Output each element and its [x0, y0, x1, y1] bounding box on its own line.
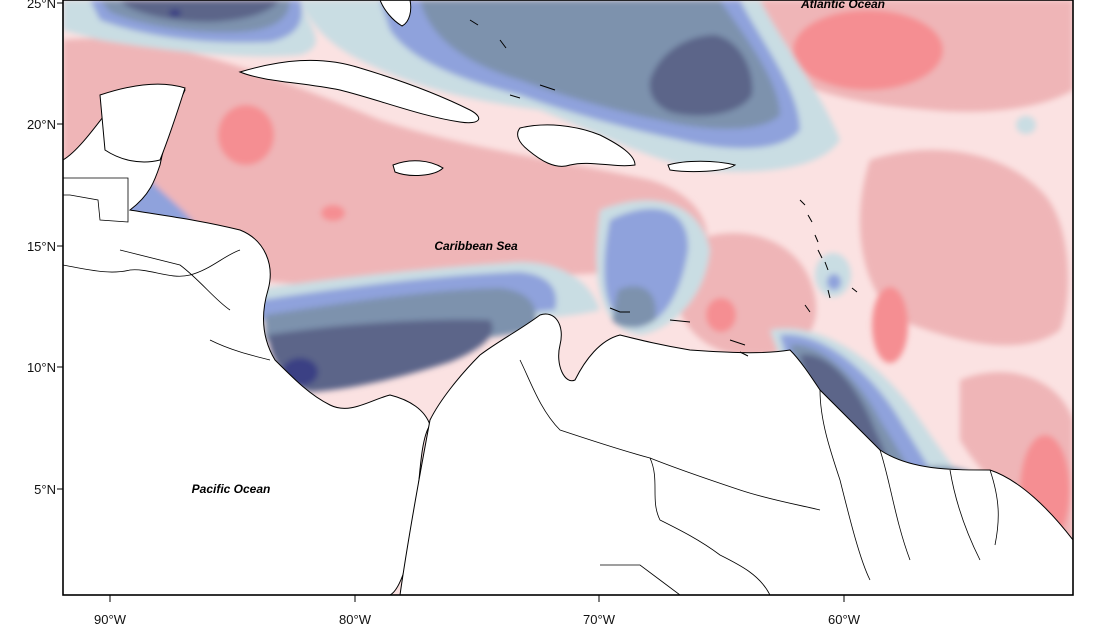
latitude-axis: 25°N 20°N 15°N 10°N 5°N [27, 0, 63, 497]
pink-atlantic-east [860, 150, 1069, 346]
slate-mid [612, 286, 656, 328]
land-central-america [63, 85, 431, 595]
darkslate-coast [268, 319, 493, 392]
land-jamaica [392, 160, 444, 176]
lat-label-25n: 25°N [27, 0, 56, 11]
longitude-axis: 90°W 80°W 70°W 60°W [94, 595, 861, 627]
plot-area [63, 0, 1073, 595]
salmon-venezuela [706, 298, 736, 332]
paleblue-dot [1016, 116, 1036, 134]
lesser-antilles [469, 19, 858, 357]
label-atlantic-ocean: Atlantic Ocean [800, 0, 885, 11]
salmon-west [218, 105, 274, 165]
pink-band-caribbean [63, 38, 708, 286]
lon-label-80w: 80°W [339, 612, 372, 627]
land-cuba [238, 59, 480, 124]
salmon-small [321, 205, 345, 221]
land-yucatan [99, 83, 186, 163]
plot-frame [62, 0, 1074, 596]
land-masses [63, 0, 1073, 595]
lat-label-20n: 20°N [27, 117, 56, 132]
periwinkle-islands [827, 274, 841, 290]
darkslate-north [649, 35, 753, 116]
land-florida [379, 0, 412, 27]
country-borders [63, 177, 999, 595]
lat-label-5n: 5°N [34, 482, 56, 497]
land-hispaniola [517, 124, 636, 167]
label-pacific-ocean: Pacific Ocean [192, 482, 271, 496]
lat-label-10n: 10°N [27, 360, 56, 375]
lon-label-90w: 90°W [94, 612, 127, 627]
salmon-atlantic [793, 10, 943, 90]
land-puerto-rico [667, 160, 737, 173]
land-south-america [399, 313, 1073, 595]
salmon-east [872, 287, 908, 363]
lon-label-60w: 60°W [828, 612, 861, 627]
darkslate-nw [120, 0, 280, 22]
label-caribbean-sea: Caribbean Sea [434, 239, 518, 253]
navy-north [169, 9, 181, 17]
lon-label-70w: 70°W [583, 612, 616, 627]
lat-label-15n: 15°N [27, 239, 56, 254]
